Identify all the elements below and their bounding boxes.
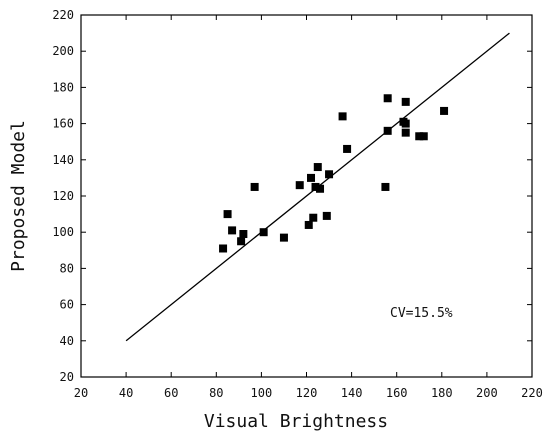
data-point [250, 182, 259, 191]
data-point [322, 211, 331, 220]
data-point [309, 213, 318, 222]
x-tick-label: 20 [74, 386, 88, 400]
y-tick-label: 160 [52, 117, 74, 131]
data-point [223, 210, 232, 219]
x-tick-label: 220 [521, 386, 543, 400]
axis-ticks [80, 14, 533, 378]
y-tick-label: 200 [52, 44, 74, 58]
data-point [311, 182, 320, 191]
data-point [440, 106, 449, 115]
y-tick-label: 120 [52, 189, 74, 203]
data-point [307, 173, 316, 182]
y-axis-title: Proposed Model [8, 120, 29, 272]
data-point [401, 119, 410, 128]
y-tick-label: 140 [52, 153, 74, 167]
data-point [279, 233, 288, 242]
cv-annotation: CV=15.5% [390, 306, 453, 321]
data-points [219, 94, 449, 253]
y-tick-label: 20 [60, 370, 74, 384]
x-tick-label: 120 [296, 386, 318, 400]
data-point [401, 128, 410, 137]
y-tick-label: 100 [52, 225, 74, 239]
data-point [239, 230, 248, 239]
x-tick-label: 80 [209, 386, 223, 400]
data-point [401, 97, 410, 106]
data-point [313, 163, 322, 172]
data-point [325, 170, 334, 179]
y-tick-label: 180 [52, 80, 74, 94]
y-tick-labels: 20 40 60 80 100 120 140 160 180 200 220 [52, 8, 74, 384]
data-point [304, 220, 313, 229]
data-point [228, 226, 237, 235]
y-tick-label: 80 [60, 261, 74, 275]
y-tick-label: 40 [60, 334, 74, 348]
data-point [338, 112, 347, 121]
x-tick-labels: 20 40 60 80 100 120 140 160 180 200 220 [74, 386, 543, 400]
x-axis-title: Visual Brightness [204, 411, 388, 432]
y-tick-label: 60 [60, 298, 74, 312]
y-tick-label: 220 [52, 8, 74, 22]
x-tick-label: 180 [431, 386, 453, 400]
x-tick-label: 140 [341, 386, 363, 400]
data-point [316, 184, 325, 193]
x-tick-label: 40 [119, 386, 133, 400]
data-point [383, 94, 392, 103]
data-point [219, 244, 228, 253]
data-point [419, 132, 428, 141]
data-point [237, 237, 246, 246]
data-point [415, 132, 424, 141]
data-point [383, 126, 392, 135]
x-tick-label: 200 [476, 386, 498, 400]
x-tick-label: 60 [164, 386, 178, 400]
data-point [295, 181, 304, 190]
data-point [381, 182, 390, 191]
x-tick-label: 160 [386, 386, 408, 400]
x-tick-label: 100 [251, 386, 273, 400]
data-point [259, 228, 268, 237]
data-point [343, 144, 352, 153]
